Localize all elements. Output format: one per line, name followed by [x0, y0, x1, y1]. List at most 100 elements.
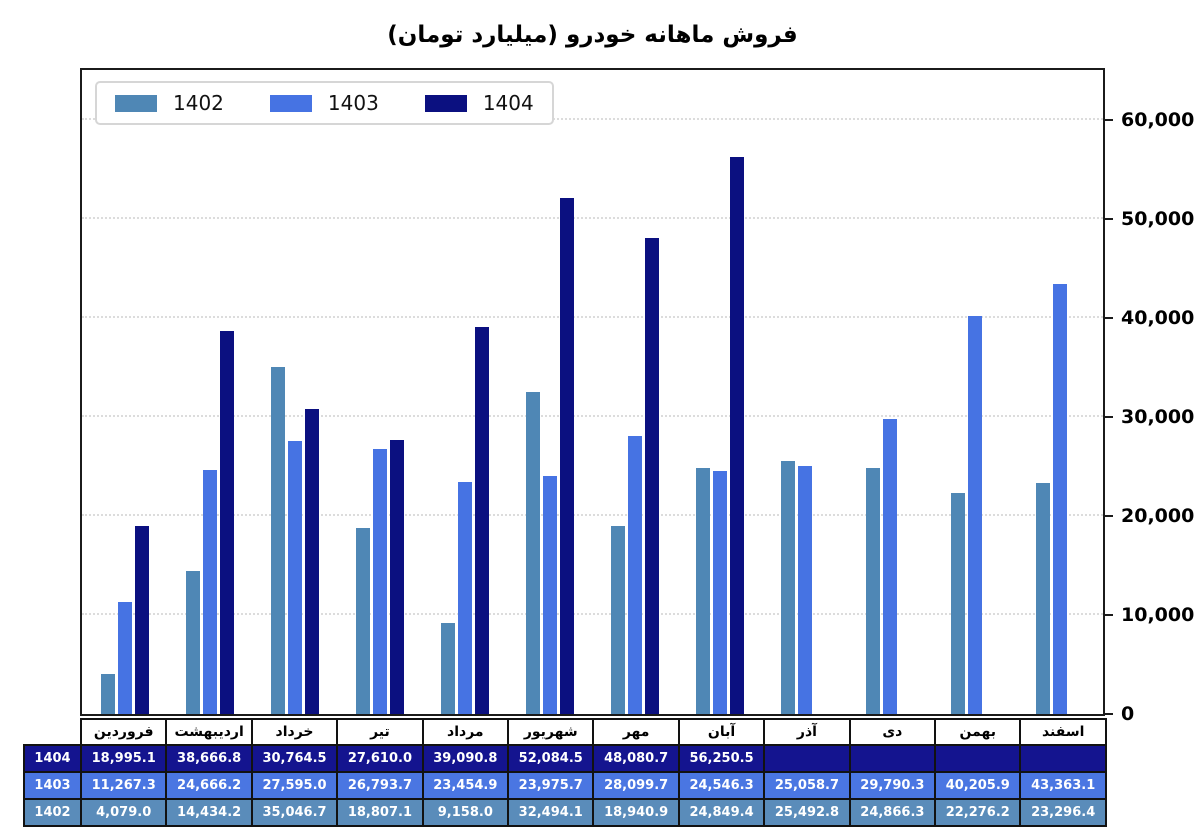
- table-row-1404: 1404 18,995.1 38,666.8 30,764.5 27,610.0 39,0…: [23, 744, 1107, 773]
- table-cell-1404-month-11: [934, 744, 1022, 773]
- bar-slot-1402: [696, 70, 711, 714]
- month-header-3: خرداد: [250, 718, 339, 746]
- bar-trio: [611, 70, 659, 714]
- table-cell-1402-month-2: 14,434.2: [165, 798, 253, 827]
- bar-slot-1404: [389, 70, 404, 714]
- bar-1403-month-11: [968, 315, 983, 714]
- bar-group-month-11: [933, 70, 1018, 714]
- bar-slot-1403: [202, 70, 217, 714]
- bar-trio: [355, 70, 404, 714]
- bar-slot-1403: [798, 70, 813, 714]
- legend: 1402 1403 1404: [95, 81, 554, 125]
- table-cell-1402-month-5: 9,158.0: [421, 798, 510, 827]
- bar-slot-1403: [628, 70, 642, 714]
- bar-1404-month-2: [219, 330, 234, 714]
- bar-slot-1402: [270, 70, 285, 714]
- table-cell-1403-month-3: 27,595.0: [250, 771, 339, 800]
- legend-swatch-1403: [269, 94, 312, 112]
- table-cell-1402-month-3: 35,046.7: [250, 798, 339, 827]
- month-header-4: تیر: [336, 718, 424, 746]
- bar-1402-month-10: [866, 467, 881, 714]
- month-header-2: اردیبهشت: [165, 718, 253, 746]
- bar-slot-1404: [1070, 70, 1084, 714]
- table-cell-1403-month-2: 24,666.2: [165, 771, 253, 800]
- y-tick-label-60000: 60,000: [1121, 108, 1195, 131]
- table-cell-1403-month-12: 43,363.1: [1019, 771, 1107, 800]
- bar-slot-1403: [883, 70, 898, 714]
- bar-slot-1402: [951, 70, 966, 714]
- y-tick-label-40000: 40,000: [1121, 306, 1195, 329]
- bar-1403-month-3: [287, 440, 302, 714]
- bar-1403-month-10: [883, 418, 898, 714]
- bar-1403-month-12: [1053, 284, 1068, 714]
- bar-1404-month-7: [645, 237, 659, 714]
- table-cell-1402-month-9: 25,492.8: [763, 798, 851, 827]
- gridline-50000: [82, 216, 1103, 219]
- gridline-10000: [82, 612, 1103, 615]
- bar-1403-month-2: [202, 469, 217, 714]
- table-row-1402: 1402 4,079.0 14,434.2 35,046.7 18,807.1 9,158…: [23, 798, 1107, 827]
- month-header-7: مهر: [592, 718, 680, 746]
- month-header-12: اسفند: [1019, 718, 1107, 746]
- bar-group-month-7: [592, 70, 677, 714]
- bar-group-month-10: [848, 70, 933, 714]
- table-cell-1404-month-12: [1019, 744, 1107, 773]
- gridline-60000: [82, 117, 1103, 120]
- bar-1404-month-1: [134, 525, 149, 714]
- gridline-40000: [82, 315, 1103, 318]
- bar-trio: [100, 70, 149, 714]
- month-header-8: آبان: [677, 718, 766, 746]
- table-cell-1403-month-7: 28,099.7: [592, 771, 680, 800]
- bar-trio: [866, 70, 914, 714]
- table-cell-1402-month-10: 24,866.3: [848, 798, 937, 827]
- table-cell-1402-month-12: 23,296.4: [1019, 798, 1107, 827]
- bar-slot-1402: [611, 70, 625, 714]
- bar-slot-1404: [559, 70, 574, 714]
- table-cell-1404-month-10: [848, 744, 937, 773]
- table-cell-1402-month-8: 24,849.4: [677, 798, 766, 827]
- legend-item-1403: 1403: [269, 91, 379, 115]
- row-label-1404: 1404: [23, 744, 82, 773]
- y-tick-label-0: 0: [1121, 703, 1135, 725]
- y-tick-mark-20000: [1104, 514, 1113, 517]
- bar-trio: [696, 70, 745, 714]
- table-cell-1404-month-9: [763, 744, 851, 773]
- table-cell-1403-month-9: 25,058.7: [763, 771, 851, 800]
- y-tick-mark-40000: [1104, 316, 1113, 319]
- table-cell-1402-month-11: 22,276.2: [934, 798, 1022, 827]
- bar-slot-1404: [219, 70, 234, 714]
- table-cell-1402-month-1: 4,079.0: [79, 798, 168, 827]
- bar-trio: [781, 70, 829, 714]
- bar-slot-1404: [815, 70, 829, 714]
- bar-1404-month-4: [389, 440, 404, 714]
- bar-slot-1402: [1036, 70, 1051, 714]
- bar-slot-1404: [900, 70, 914, 714]
- bar-1403-month-7: [628, 435, 642, 714]
- bar-1402-month-12: [1036, 483, 1051, 714]
- plot-area: 1402 1403 1404: [80, 68, 1105, 716]
- month-header-9: آذر: [763, 718, 851, 746]
- bar-slot-1403: [372, 70, 387, 714]
- legend-item-1404: 1404: [424, 91, 534, 115]
- bar-1402-month-11: [951, 493, 966, 714]
- bar-1403-month-1: [117, 602, 132, 714]
- gridline-30000: [82, 414, 1103, 417]
- bar-1402-month-6: [525, 392, 540, 714]
- y-tick-label-50000: 50,000: [1121, 207, 1195, 230]
- bar-slot-1402: [355, 70, 370, 714]
- bar-1402-month-3: [270, 366, 285, 714]
- bar-group-month-5: [422, 70, 507, 714]
- bar-group-month-4: [337, 70, 422, 714]
- bar-slot-1403: [287, 70, 302, 714]
- data-table: فروردین اردیبهشت خرداد تیر مرداد شهریور مهر آبا…: [23, 718, 1107, 827]
- bar-1403-month-6: [542, 476, 557, 714]
- bar-trio: [440, 70, 489, 714]
- table-cell-1404-month-6: 52,084.5: [507, 744, 595, 773]
- y-tick-mark-30000: [1104, 415, 1113, 418]
- bar-group-month-8: [678, 70, 763, 714]
- month-header-6: شهریور: [507, 718, 595, 746]
- bar-groups: [82, 70, 1103, 714]
- table-cell-1404-month-3: 30,764.5: [250, 744, 339, 773]
- table-cell-1403-month-6: 23,975.7: [507, 771, 595, 800]
- bar-slot-1403: [542, 70, 557, 714]
